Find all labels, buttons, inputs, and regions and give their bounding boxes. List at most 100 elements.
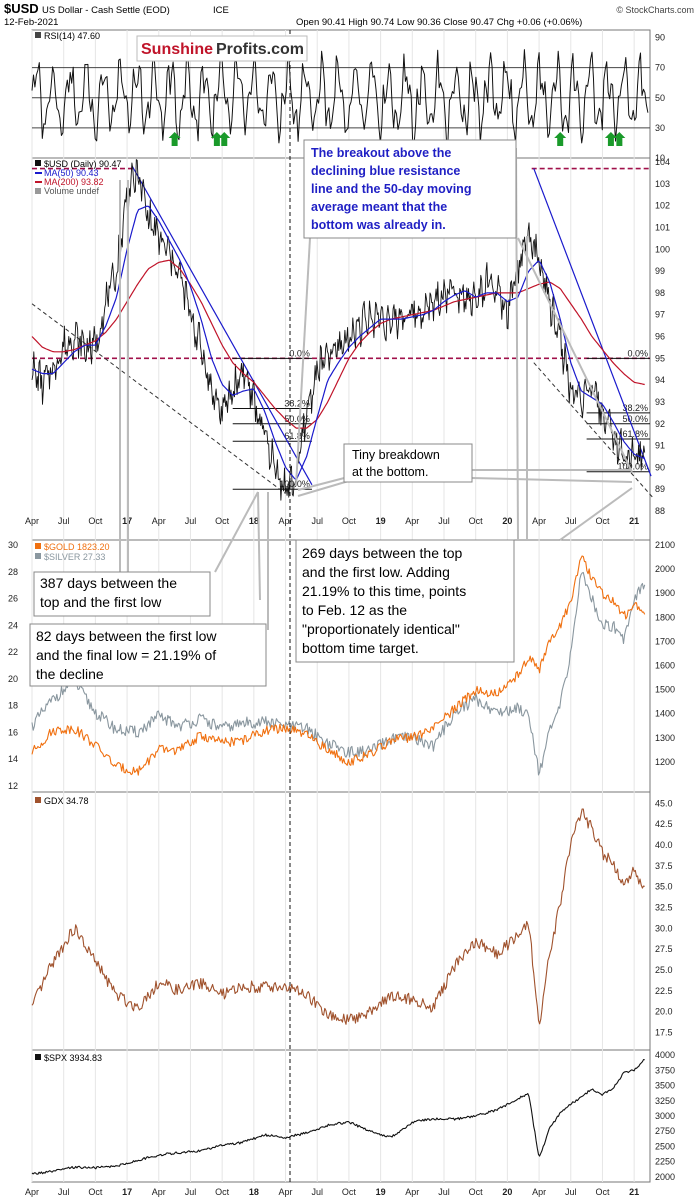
gold-y-tick: 1700 bbox=[655, 636, 675, 646]
rsi-y-tick: 70 bbox=[655, 63, 665, 73]
gdx-y-tick: 45.0 bbox=[655, 798, 673, 808]
gdx-line bbox=[31, 808, 645, 1025]
header-symbol: $USD bbox=[4, 1, 39, 16]
usd-x-tick: Oct bbox=[595, 516, 610, 526]
usd-legend-price: $USD (Daily) 90.47 bbox=[44, 159, 122, 169]
silver-legend: $SILVER 27.33 bbox=[44, 552, 105, 562]
svg-text:The breakout above the: The breakout above the bbox=[311, 146, 451, 160]
bottom-x-tick: Apr bbox=[25, 1187, 39, 1197]
header-exchange: ICE bbox=[213, 5, 229, 16]
silver-y-tick: 20 bbox=[8, 674, 18, 684]
bottom-x-tick: 19 bbox=[376, 1187, 386, 1197]
silver-y-tick: 26 bbox=[8, 594, 18, 604]
gold-y-tick: 1400 bbox=[655, 709, 675, 719]
spx-y-tick: 2250 bbox=[655, 1157, 675, 1167]
spx-y-tick: 4000 bbox=[655, 1050, 675, 1060]
usd-y-tick: 95 bbox=[655, 353, 665, 363]
silver-line bbox=[31, 571, 646, 776]
usd-x-tick: Jul bbox=[185, 516, 197, 526]
svg-text:82 days between the first low: 82 days between the first low bbox=[36, 628, 217, 644]
header-date: 12-Feb-2021 bbox=[4, 17, 58, 28]
svg-text:declining blue resistance: declining blue resistance bbox=[311, 164, 460, 178]
svg-text:top and the first low: top and the first low bbox=[40, 594, 162, 610]
usd-legend-ma200: MA(200) 93.82 bbox=[44, 177, 104, 187]
fib-label: 0.0% bbox=[289, 348, 310, 358]
bottom-x-tick: 18 bbox=[249, 1187, 259, 1197]
svg-text:Sunshine: Sunshine bbox=[141, 41, 213, 58]
silver-y-tick: 12 bbox=[8, 781, 18, 791]
usd-y-tick: 103 bbox=[655, 179, 670, 189]
gdx-y-tick: 30.0 bbox=[655, 923, 673, 933]
usd-x-tick: Oct bbox=[215, 516, 230, 526]
svg-text:Tiny breakdown: Tiny breakdown bbox=[352, 448, 440, 462]
buy-arrow-icon bbox=[168, 132, 181, 146]
gdx-y-tick: 22.5 bbox=[655, 986, 673, 996]
silver-y-tick: 28 bbox=[8, 567, 18, 577]
bottom-x-tick: Jul bbox=[438, 1187, 450, 1197]
svg-text:387 days between the: 387 days between the bbox=[40, 575, 177, 591]
bottom-x-tick: Jul bbox=[185, 1187, 197, 1197]
gdx-y-tick: 42.5 bbox=[655, 819, 673, 829]
svg-text:the decline: the decline bbox=[36, 666, 104, 682]
silver-y-tick: 16 bbox=[8, 727, 18, 737]
fib-label: 50.0% bbox=[622, 414, 648, 424]
usd-x-tick: 19 bbox=[376, 516, 386, 526]
usd-x-tick: Jul bbox=[438, 516, 450, 526]
usd-x-tick: Jul bbox=[565, 516, 577, 526]
bottom-x-tick: Jul bbox=[311, 1187, 323, 1197]
silver-y-tick: 24 bbox=[8, 620, 18, 630]
spx-y-tick: 2000 bbox=[655, 1172, 675, 1182]
gold-y-tick: 1900 bbox=[655, 588, 675, 598]
buy-arrow-icon bbox=[613, 132, 626, 146]
bottom-x-tick: Oct bbox=[88, 1187, 103, 1197]
usd-x-tick: Apr bbox=[405, 516, 419, 526]
usd-y-tick: 91 bbox=[655, 441, 665, 451]
gdx-y-tick: 32.5 bbox=[655, 903, 673, 913]
usd-y-tick: 89 bbox=[655, 484, 665, 494]
resistance-line bbox=[533, 168, 652, 477]
usd-x-tick: Apr bbox=[279, 516, 293, 526]
usd-y-tick: 98 bbox=[655, 288, 665, 298]
usd-x-tick: Oct bbox=[342, 516, 357, 526]
usd-legend-volume: Volume undef bbox=[44, 186, 100, 196]
header-description: US Dollar - Cash Settle (EOD) bbox=[42, 5, 170, 16]
days-269-callout: 269 days between the top and the first l… bbox=[295, 539, 515, 663]
fib-label: 0.0% bbox=[627, 348, 648, 358]
gdx-y-tick: 35.0 bbox=[655, 882, 673, 892]
gold-y-tick: 2000 bbox=[655, 564, 675, 574]
gold-line bbox=[31, 555, 646, 776]
usd-x-tick: 21 bbox=[629, 516, 639, 526]
resistance-line bbox=[131, 166, 313, 486]
svg-text:"proportionately identical": "proportionately identical" bbox=[302, 621, 460, 637]
buy-arrow-icon bbox=[210, 132, 223, 146]
bottom-x-tick: Oct bbox=[469, 1187, 484, 1197]
silver-y-tick: 18 bbox=[8, 701, 18, 711]
ma50-line bbox=[31, 205, 645, 481]
gold-y-tick: 1300 bbox=[655, 733, 675, 743]
svg-text:line and the 50-day moving: line and the 50-day moving bbox=[311, 182, 471, 196]
gold-y-tick: 1800 bbox=[655, 612, 675, 622]
gdx-y-tick: 20.0 bbox=[655, 1007, 673, 1017]
svg-text:bottom was already in.: bottom was already in. bbox=[311, 218, 446, 232]
usd-x-tick: Apr bbox=[532, 516, 546, 526]
svg-text:to Feb. 12 as the: to Feb. 12 as the bbox=[302, 602, 407, 618]
gold-silver-legend: $GOLD 1823.20 $SILVER 27.33 bbox=[35, 542, 110, 562]
usd-legend-ma50: MA(50) 90.43 bbox=[44, 168, 99, 178]
breakout-callout: The breakout above the declining blue re… bbox=[303, 139, 517, 239]
svg-text:RSI(14) 47.60: RSI(14) 47.60 bbox=[44, 31, 100, 41]
bottom-x-tick: Apr bbox=[152, 1187, 166, 1197]
spx-legend: $SPX 3934.83 bbox=[35, 1053, 102, 1063]
fib-label: 38.2% bbox=[622, 403, 648, 413]
rsi-y-tick: 10 bbox=[655, 153, 665, 163]
days-387-callout: 387 days between the top and the first l… bbox=[33, 571, 211, 617]
fib-label: 50.0% bbox=[284, 414, 310, 424]
sunshine-profits-logo: Sunshine Profits.com bbox=[136, 35, 308, 62]
svg-text:and the final low = 21.19% of: and the final low = 21.19% of bbox=[36, 647, 216, 663]
annotation-pointers bbox=[119, 147, 633, 630]
gdx-y-tick: 25.0 bbox=[655, 965, 673, 975]
usd-y-tick: 96 bbox=[655, 332, 665, 342]
svg-text:GDX 34.78: GDX 34.78 bbox=[44, 796, 89, 806]
spx-y-tick: 3500 bbox=[655, 1081, 675, 1091]
rsi-y-tick: 50 bbox=[655, 93, 665, 103]
svg-text:bottom time target.: bottom time target. bbox=[302, 640, 419, 656]
